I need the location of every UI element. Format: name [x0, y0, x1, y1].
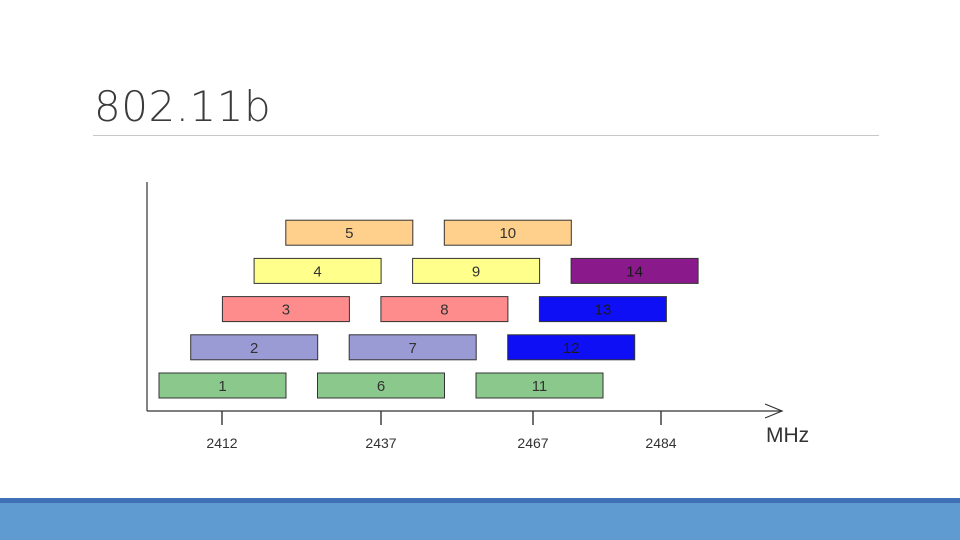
tick-label: 2467 — [517, 435, 548, 451]
channel-14-bar: 14 — [570, 257, 699, 284]
channel-label: 12 — [563, 340, 580, 357]
channel-11-bar: 11 — [475, 372, 604, 399]
channel-label: 2 — [250, 340, 258, 357]
channel-label: 3 — [282, 302, 290, 319]
channel-label: 14 — [626, 263, 643, 280]
channel-bar-rect — [317, 372, 445, 399]
channel-bar-rect — [507, 334, 636, 361]
footer-accent-line — [0, 498, 960, 503]
channel-1-bar: 1 — [158, 372, 287, 399]
channel-bar-rect — [570, 257, 699, 284]
channel-9-bar: 9 — [412, 257, 541, 284]
channel-bar-rect — [348, 334, 477, 361]
channel-3-bar: 3 — [221, 296, 350, 323]
channel-bar-rect — [285, 219, 414, 246]
channel-label: 13 — [595, 302, 612, 319]
title-divider — [93, 135, 879, 136]
channel-13-bar: 13 — [538, 296, 667, 323]
channel-label: 11 — [532, 378, 548, 395]
channel-bar-rect — [380, 296, 509, 323]
x-axis-unit-label: MHz — [766, 424, 809, 447]
tick-label: 2484 — [645, 435, 676, 451]
channel-4-bar: 4 — [253, 257, 382, 284]
channel-bar-rect — [253, 257, 382, 284]
channel-10-bar: 10 — [443, 219, 572, 246]
channel-label: 6 — [377, 378, 385, 395]
tick-label: 2437 — [365, 435, 396, 451]
channel-label: 9 — [472, 263, 480, 280]
tick-label: 2412 — [206, 435, 237, 451]
channel-bar-rect — [443, 219, 572, 246]
x-axis-arrowhead — [764, 403, 784, 419]
channel-label: 8 — [440, 302, 448, 319]
slide-title: 802.11b — [94, 82, 272, 131]
channel-6-bar: 6 — [317, 372, 445, 399]
channel-bar-rect — [158, 372, 287, 399]
channel-7-bar: 7 — [348, 334, 477, 361]
channel-label: 7 — [409, 340, 417, 357]
footer-bar — [0, 503, 960, 540]
channel-8-bar: 8 — [380, 296, 509, 323]
channel-label: 1 — [218, 378, 226, 395]
channel-bar-rect — [412, 257, 541, 284]
channel-label: 5 — [345, 225, 353, 242]
channel-12-bar: 12 — [507, 334, 636, 361]
channel-bar-rect — [190, 334, 319, 361]
channel-2-bar: 2 — [190, 334, 319, 361]
channel-label: 4 — [313, 263, 321, 280]
channel-label: 10 — [499, 225, 516, 242]
channel-bar-rect — [221, 296, 350, 323]
channel-bar-rect — [538, 296, 667, 323]
channel-5-bar: 5 — [285, 219, 414, 246]
channel-bar-rect — [475, 372, 604, 399]
